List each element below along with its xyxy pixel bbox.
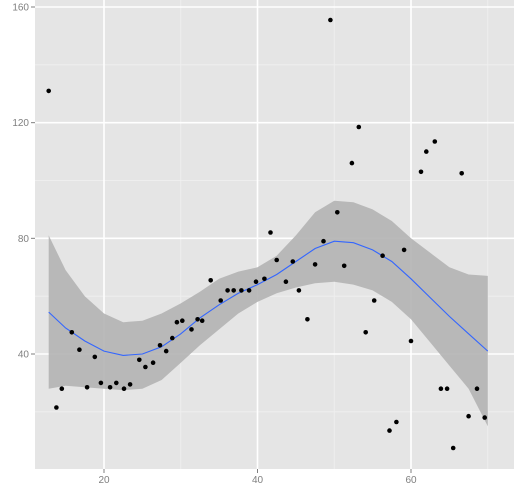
data-point xyxy=(274,257,280,263)
data-point xyxy=(268,230,273,235)
data-point xyxy=(163,348,169,354)
data-point xyxy=(253,279,259,285)
data-point xyxy=(127,382,133,387)
data-point xyxy=(296,288,302,293)
data-point xyxy=(180,318,185,324)
data-point xyxy=(239,288,244,293)
data-point xyxy=(189,327,194,332)
data-point xyxy=(174,319,180,325)
data-point xyxy=(195,317,200,322)
data-point xyxy=(408,338,414,344)
data-point xyxy=(143,364,148,370)
confidence-band-layer xyxy=(48,200,488,427)
confidence-band xyxy=(48,200,488,427)
data-point xyxy=(335,210,340,215)
data-point xyxy=(380,253,385,258)
data-point xyxy=(98,380,104,386)
data-point xyxy=(356,124,362,130)
data-point xyxy=(69,330,75,335)
data-point xyxy=(59,386,65,392)
points-layer xyxy=(46,17,488,451)
minor-grid xyxy=(35,0,514,469)
y-tick-label: 40 xyxy=(18,350,30,361)
x-tick-label: 60 xyxy=(405,475,417,486)
y-tick-label: 80 xyxy=(18,234,30,245)
data-point xyxy=(482,415,488,420)
data-point xyxy=(387,428,392,433)
data-point xyxy=(54,405,59,410)
y-tick-label: 160 xyxy=(12,3,29,14)
data-point xyxy=(231,288,236,293)
data-point xyxy=(394,419,399,425)
data-point xyxy=(341,263,347,269)
data-point xyxy=(321,238,326,244)
data-point xyxy=(424,149,429,154)
data-point xyxy=(150,360,156,366)
data-point xyxy=(77,347,82,353)
x-axis: 20 40 60 xyxy=(98,469,417,486)
data-point xyxy=(262,276,267,282)
data-point xyxy=(401,247,407,253)
data-point xyxy=(328,17,333,23)
data-point xyxy=(199,318,205,324)
x-tick-label: 40 xyxy=(252,475,264,486)
data-point xyxy=(157,343,163,348)
smooth-line xyxy=(48,240,489,356)
data-point xyxy=(363,330,369,335)
data-point xyxy=(438,386,444,392)
y-tick-label: 120 xyxy=(12,118,29,129)
data-point xyxy=(444,386,450,392)
x-tick-label: 20 xyxy=(98,475,110,486)
data-point xyxy=(466,413,471,419)
data-point xyxy=(246,288,252,293)
panel-background xyxy=(35,0,514,469)
data-point xyxy=(92,354,98,360)
data-point xyxy=(170,335,175,341)
data-point xyxy=(107,385,113,390)
data-point xyxy=(84,385,90,390)
smooth-line-layer xyxy=(48,240,489,356)
data-point xyxy=(305,317,310,322)
data-point xyxy=(121,386,127,392)
data-point xyxy=(46,88,51,94)
data-point xyxy=(371,298,377,303)
data-point xyxy=(114,380,119,386)
y-axis: 40 80 120 160 xyxy=(12,3,35,361)
data-point xyxy=(283,279,289,285)
data-point xyxy=(418,169,424,175)
data-point xyxy=(312,262,318,267)
data-point xyxy=(474,386,480,392)
data-point xyxy=(290,259,296,264)
data-point xyxy=(459,171,465,176)
data-point xyxy=(432,139,438,144)
data-point xyxy=(225,288,230,293)
data-point xyxy=(218,298,223,303)
data-point xyxy=(208,278,213,283)
data-point xyxy=(137,357,142,363)
data-point xyxy=(450,445,456,451)
data-point xyxy=(349,160,355,166)
